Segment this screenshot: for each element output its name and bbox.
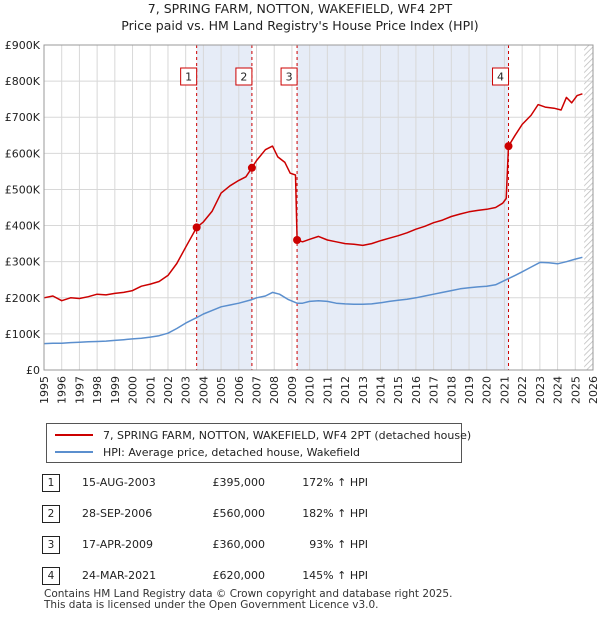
sale-marker-label: 2 <box>240 71 247 84</box>
x-tick-label: 2008 <box>268 376 281 404</box>
y-tick-label: £200K <box>5 292 41 305</box>
x-tick-label: 2023 <box>534 376 547 404</box>
sale-date: 15-AUG-2003 <box>82 476 156 489</box>
legend-item-property: 7, SPRING FARM, NOTTON, WAKEFIELD, WF4 2… <box>55 427 471 443</box>
x-tick-label: 1997 <box>73 376 86 404</box>
x-tick-label: 2021 <box>498 376 511 404</box>
x-tick-label: 2018 <box>445 376 458 404</box>
x-tick-label: 2013 <box>357 376 370 404</box>
sale-date: 28-SEP-2006 <box>82 507 153 520</box>
legend-swatch-property <box>55 434 93 436</box>
legend-item-hpi: HPI: Average price, detached house, Wake… <box>55 444 360 460</box>
x-tick-label: 1995 <box>38 376 51 404</box>
x-tick-label: 2011 <box>321 376 334 404</box>
x-tick-label: 1998 <box>91 376 104 404</box>
sale-row: 2 28-SEP-2006 £560,000 182% ↑ HPI <box>0 499 600 529</box>
sale-badge: 2 <box>42 505 60 523</box>
y-tick-label: £100K <box>5 328 41 341</box>
x-tick-label: 2012 <box>339 376 352 404</box>
x-tick-label: 2017 <box>428 376 441 404</box>
x-tick-label: 2014 <box>374 376 387 404</box>
legend-label-property: 7, SPRING FARM, NOTTON, WAKEFIELD, WF4 2… <box>103 428 472 442</box>
sale-marker-box <box>280 67 298 86</box>
sale-marker-label: 4 <box>497 71 504 84</box>
sale-hpi-change: 93% ↑ HPI <box>309 538 368 551</box>
sale-row: 3 17-APR-2009 £360,000 93% ↑ HPI <box>0 530 600 560</box>
x-tick-label: 2010 <box>304 376 317 404</box>
x-tick-label: 2009 <box>286 376 299 404</box>
sale-point <box>192 223 201 232</box>
x-tick-label: 2007 <box>251 376 264 404</box>
shaded-range <box>297 45 509 370</box>
chart-legend: 7, SPRING FARM, NOTTON, WAKEFIELD, WF4 2… <box>46 423 471 463</box>
sale-date: 24-MAR-2021 <box>82 569 157 582</box>
price-chart: 1 2 3 4 £0 £100K £200K £300K £400K £500K £600K £700… <box>5 39 600 404</box>
y-tick-label: £800K <box>5 75 41 88</box>
x-tick-label: 2025 <box>569 376 582 404</box>
x-tick-label: 2016 <box>410 376 423 404</box>
x-tick-label: 2019 <box>463 376 476 404</box>
y-tick-label: £600K <box>5 147 41 160</box>
y-tick-label: £900K <box>5 39 41 52</box>
sale-badge: 3 <box>42 536 60 554</box>
y-tick-label: £400K <box>5 220 41 233</box>
forecast-hatch <box>584 45 593 370</box>
sale-point <box>247 163 256 172</box>
sale-point <box>504 142 513 151</box>
x-tick-label: 2001 <box>144 376 157 404</box>
y-tick-label: £0 <box>26 364 40 377</box>
y-tick-label: £700K <box>5 111 41 124</box>
chart-title: 7, SPRING FARM, NOTTON, WAKEFIELD, WF4 2… <box>147 1 453 16</box>
sale-marker-label: 1 <box>185 71 192 84</box>
x-tick-label: 2006 <box>233 376 246 404</box>
x-tick-label: 2000 <box>127 376 140 404</box>
x-tick-label: 2003 <box>180 376 193 404</box>
sale-badge: 1 <box>42 474 60 492</box>
sale-row: 4 24-MAR-2021 £620,000 145% ↑ HPI <box>0 561 600 591</box>
x-tick-label: 2024 <box>552 376 565 404</box>
x-tick-label: 2005 <box>215 376 228 404</box>
y-tick-label: £500K <box>5 183 41 196</box>
x-tick-label: 2022 <box>516 376 529 404</box>
sale-row: 1 15-AUG-2003 £395,000 172% ↑ HPI <box>0 468 600 498</box>
sale-hpi-change: 182% ↑ HPI <box>302 507 368 520</box>
plot-border <box>43 44 594 371</box>
x-tick-label: 2026 <box>587 376 600 404</box>
x-tick-label: 2002 <box>162 376 175 404</box>
footer-line-2: This data is licensed under the Open Gov… <box>44 599 379 611</box>
x-tick-label: 2015 <box>392 376 405 404</box>
x-tick-label: 1999 <box>109 376 122 404</box>
series-line <box>43 93 583 302</box>
chart-title-block: 7, SPRING FARM, NOTTON, WAKEFIELD, WF4 2… <box>0 0 600 34</box>
sale-hpi-change: 172% ↑ HPI <box>302 476 368 489</box>
sale-marker-label: 3 <box>286 71 293 84</box>
sale-price: £395,000 <box>212 476 266 489</box>
sale-price: £620,000 <box>212 569 266 582</box>
sale-price: £360,000 <box>212 538 266 551</box>
x-tick-label: 2004 <box>197 376 210 404</box>
sale-marker-box <box>180 67 198 86</box>
sale-date: 17-APR-2009 <box>82 538 154 551</box>
chart-subtitle: Price paid vs. HM Land Registry's House … <box>121 18 479 33</box>
legend-swatch-hpi <box>55 451 93 453</box>
sale-point <box>293 236 302 244</box>
sale-marker-box <box>235 67 253 86</box>
series-line <box>43 256 583 345</box>
x-tick-label: 2020 <box>481 376 494 404</box>
sale-marker-box <box>492 67 510 86</box>
shaded-range <box>196 45 252 370</box>
footer-attribution: Contains HM Land Registry data © Crown c… <box>44 589 452 611</box>
y-tick-label: £300K <box>5 256 41 269</box>
sale-hpi-change: 145% ↑ HPI <box>302 569 368 582</box>
sale-badge: 4 <box>42 567 60 585</box>
footer-line-1: Contains HM Land Registry data © Crown c… <box>44 588 453 600</box>
x-tick-label: 1996 <box>56 376 69 404</box>
legend-label-hpi: HPI: Average price, detached house, Wake… <box>103 445 361 459</box>
sale-price: £560,000 <box>212 507 266 520</box>
